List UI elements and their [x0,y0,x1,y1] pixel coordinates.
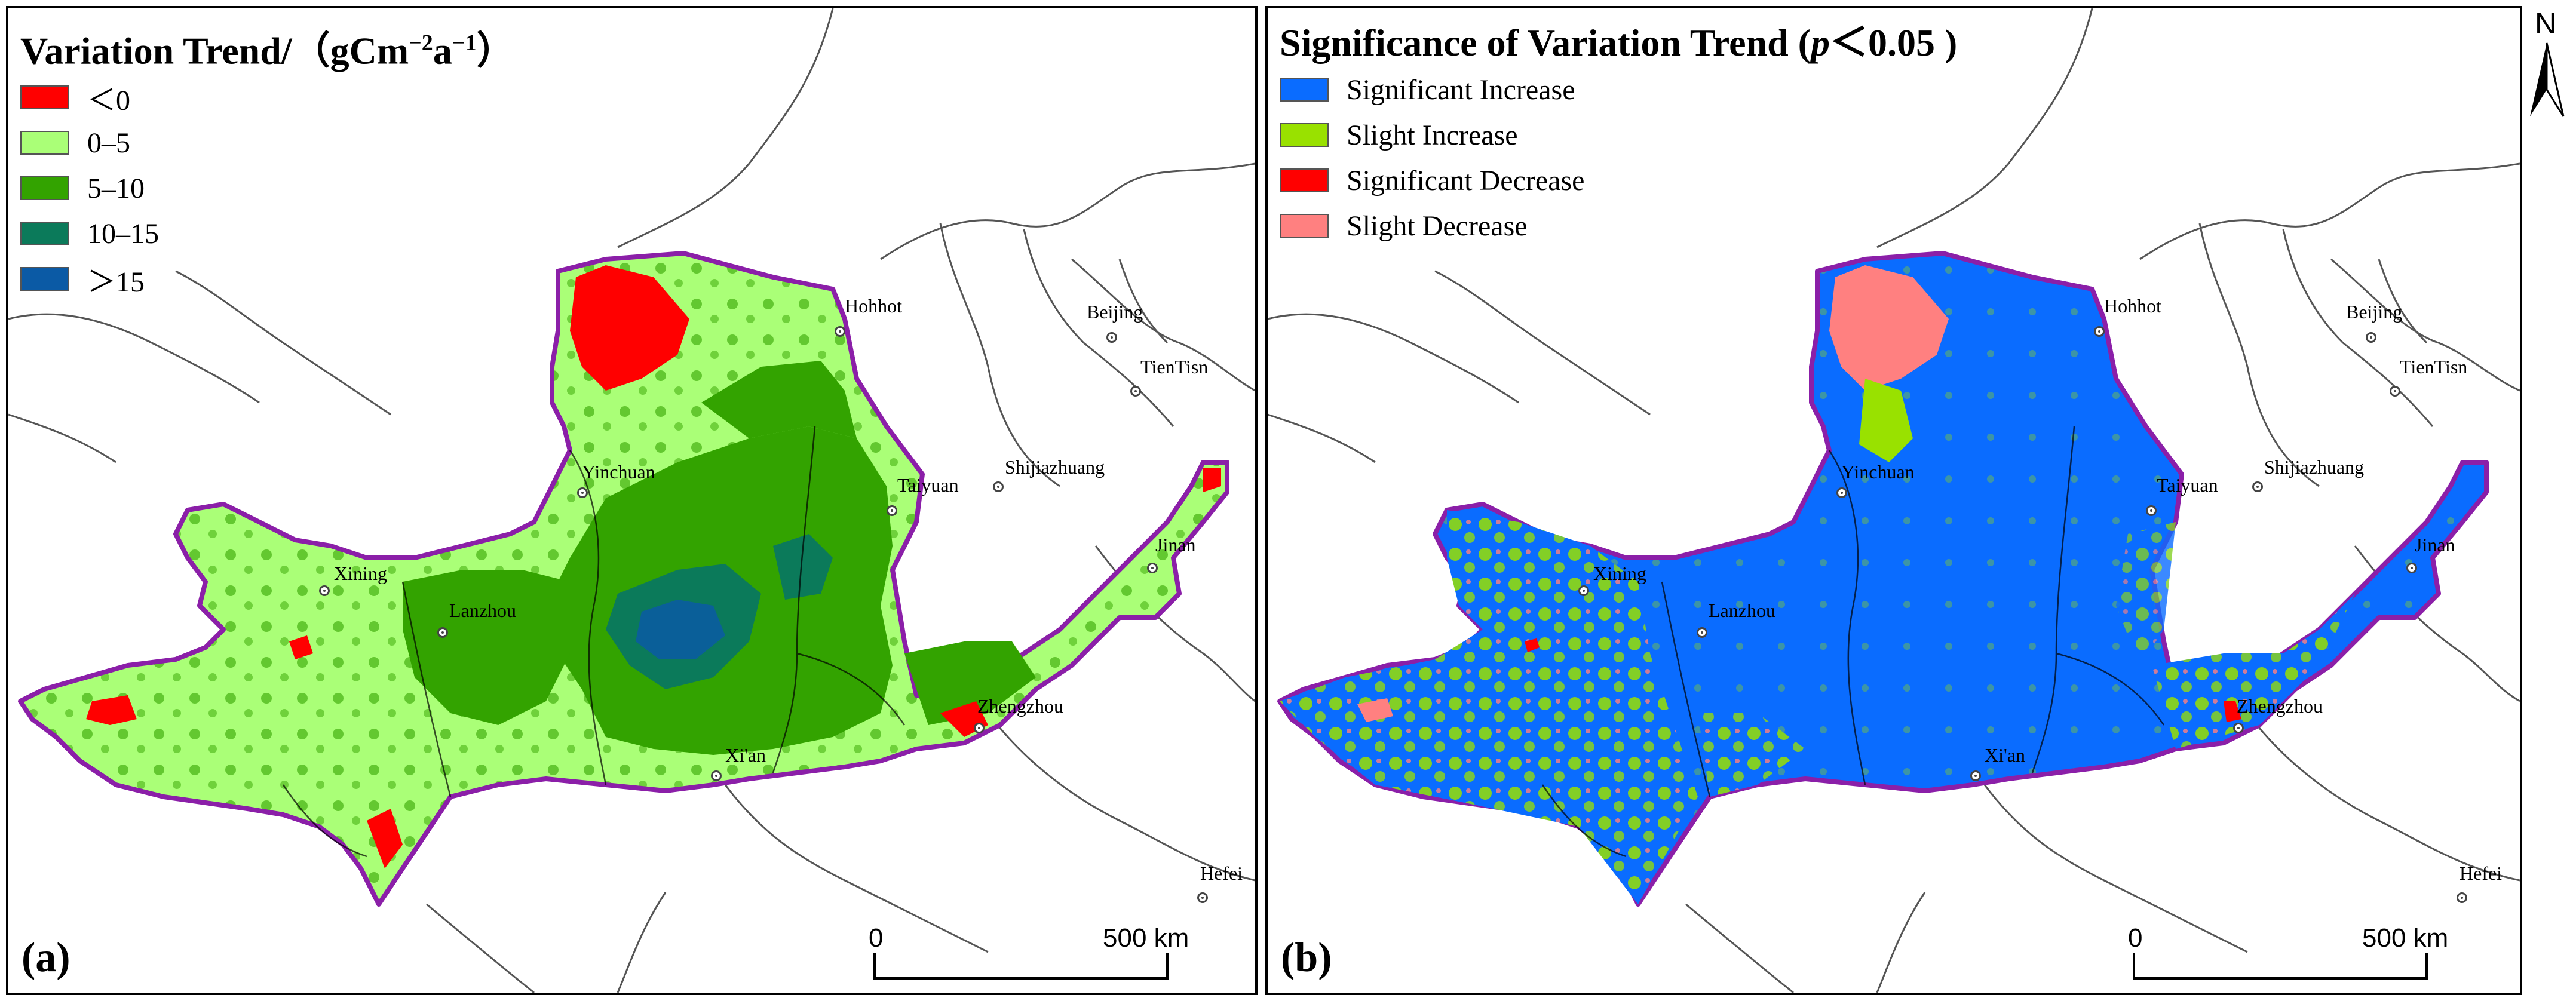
city-marker [2146,505,2157,516]
city-marker [437,627,448,638]
city-label-xining: Xining [1593,563,1646,584]
legend-item: Slight Decrease [1280,203,1957,248]
legend-swatch [1280,78,1329,102]
city-label-tientisn: TienTisn [1140,356,1209,377]
city-label-xian: Xi'an [725,744,766,766]
city-marker [1836,487,1847,498]
legend-label: ＜0 [87,85,131,117]
city-marker [1197,892,1208,903]
city-label-beijing: Beijing [2346,301,2403,323]
legend-item: Slight Increase [1280,112,1957,158]
legend-item: Significant Decrease [1280,158,1957,203]
city-marker [2457,892,2467,903]
city-label-zhengzhou: Zhengzhou [2237,695,2323,717]
city-marker [2094,326,2105,337]
city-marker [577,487,588,498]
legend-swatch [20,176,69,201]
legend-title-b: Significance of Variation Trend (p＜0.05 … [1280,22,1958,64]
north-arrow-icon: N [2524,6,2572,119]
basin-a [18,251,1229,907]
city-label-yinchuan: Yinchuan [582,461,655,483]
city-marker [1106,332,1117,343]
map-b-canvas [1268,8,2520,993]
city-marker [711,770,722,781]
legend-swatch [1280,214,1329,238]
city-label-lanzhou: Lanzhou [1709,600,1775,621]
city-marker [1697,627,1707,638]
legend-swatch [20,222,69,246]
legend-swatch [20,267,69,291]
scale-start: 0 [2128,923,2143,953]
city-marker [993,481,1004,492]
map-panel-a: Variation Trend/（gCm−2a−1） ＜0 0–5 5–10 1… [6,6,1258,995]
map-panel-b: Significance of Variation Trend (p＜0.05 … [1265,6,2522,995]
city-label-hefei: Hefei [2460,862,2503,884]
legend-label: Significant Decrease [1347,164,1585,197]
city-label-hohhot: Hohhot [845,295,902,317]
legend-b: Significance of Variation Trend (p＜0.05 … [1280,19,1957,248]
legend-label: 0–5 [87,127,130,159]
city-label-shijiazhuang: Shijiazhuang [2264,456,2365,478]
city-marker [2406,563,2417,573]
city-label-taiyuan: Taiyuan [2157,474,2218,496]
legend-label: ＞15 [87,266,145,299]
city-marker [887,505,897,516]
city-marker [835,326,845,337]
legend-label: Slight Increase [1347,119,1518,151]
city-label-xining: Xining [334,563,387,584]
legend-swatch [20,85,69,110]
scale-end: 500 km [2362,923,2449,953]
legend-label: 5–10 [87,172,145,204]
city-label-jinan: Jinan [1155,534,1196,555]
city-label-lanzhou: Lanzhou [449,600,516,621]
city-marker [1970,770,1981,781]
legend-item: 10–15 [20,211,514,256]
map-a-canvas [8,8,1255,993]
basin-b [1277,251,2489,907]
city-label-shijiazhuang: Shijiazhuang [1005,456,1105,478]
city-marker [1130,386,1141,397]
city-marker [1147,563,1158,573]
panel-letter-b: (b) [1281,935,1332,981]
city-marker [2252,481,2263,492]
city-label-jinan: Jinan [2415,534,2455,555]
scale-start: 0 [869,923,884,953]
city-label-taiyuan: Taiyuan [897,474,959,496]
scale-bar-a: 0 500 km [869,923,1189,983]
legend-swatch [20,131,69,155]
city-marker [2390,386,2400,397]
legend-item: ＜0 [20,75,514,120]
legend-swatch [1280,123,1329,147]
legend-label: Significant Increase [1347,73,1575,106]
legend-item: Significant Increase [1280,67,1957,112]
legend-label: Slight Decrease [1347,210,1528,242]
city-marker [2233,723,2244,733]
city-label-beijing: Beijing [1087,301,1143,323]
legend-label: 10–15 [87,217,159,250]
legend-a: Variation Trend/（gCm−2a−1） ＜0 0–5 5–10 1… [20,19,514,302]
city-label-zhengzhou: Zhengzhou [977,695,1063,717]
city-label-hohhot: Hohhot [2104,295,2161,317]
legend-title-a: Variation Trend/（gCm−2a−1） [20,29,515,72]
legend-item: 0–5 [20,120,514,165]
city-marker [2366,332,2376,343]
city-marker [974,723,985,733]
north-label: N [2535,7,2557,40]
scale-end: 500 km [1103,923,1189,953]
legend-item: 5–10 [20,165,514,211]
city-label-yinchuan: Yinchuan [1841,461,1915,483]
scale-bar-b: 0 500 km [2128,923,2448,983]
city-marker [319,585,330,596]
city-marker [1578,585,1589,596]
city-label-tientisn: TienTisn [2400,356,2468,377]
legend-swatch [1280,168,1329,192]
city-label-hefei: Hefei [1200,862,1243,884]
panel-letter-a: (a) [22,935,70,981]
legend-item: ＞15 [20,256,514,302]
city-label-xian: Xi'an [1985,744,2025,766]
